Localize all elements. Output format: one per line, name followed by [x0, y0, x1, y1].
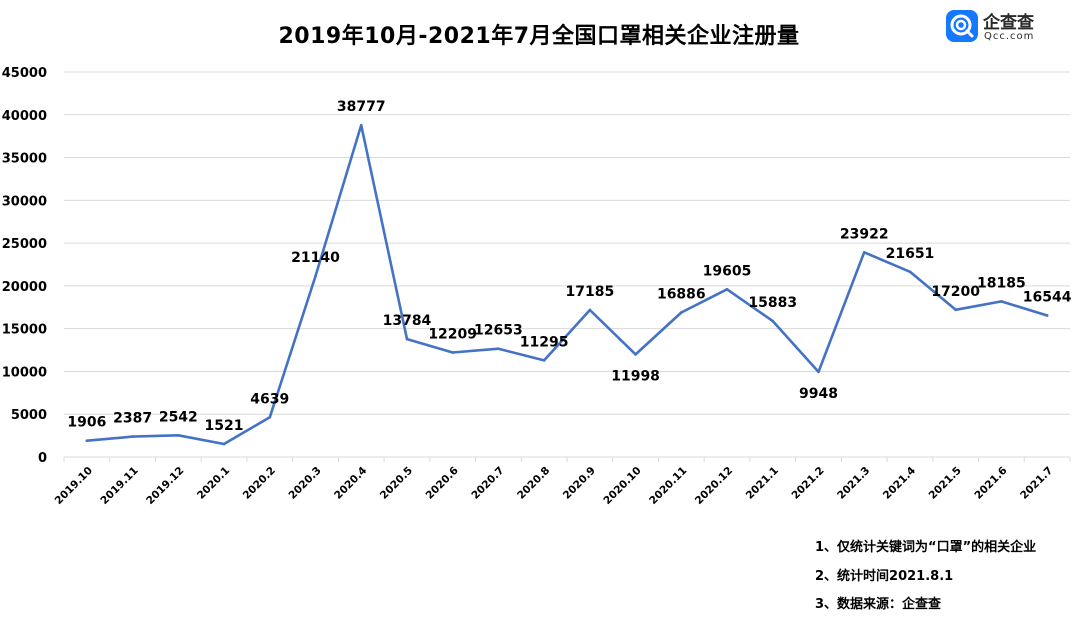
- brand-name: 企查查: [983, 13, 1034, 33]
- x-tick-label: 2020.12: [693, 465, 735, 507]
- data-label: 38777: [337, 99, 386, 115]
- data-label: 21651: [886, 246, 935, 262]
- data-point: [451, 351, 454, 354]
- x-tick-label: 2021.3: [835, 465, 872, 502]
- line-chart: 0 5000 10000 15000 20000 25000 30000 35000 40000…: [2, 66, 1072, 507]
- series-line: [85, 123, 1049, 446]
- y-tick-label: 5000: [11, 408, 47, 423]
- data-label: 16544: [1023, 289, 1072, 305]
- x-tick-label: 2021.4: [881, 465, 918, 502]
- data-point: [268, 416, 272, 419]
- y-tick-label: 15000: [2, 323, 47, 338]
- x-tick-label: 2020.4: [332, 465, 369, 502]
- x-tick-label: 2019.12: [144, 465, 186, 507]
- x-tick-label: 2021.5: [927, 465, 964, 502]
- data-label: 17185: [566, 284, 615, 300]
- data-label: 13784: [383, 313, 432, 329]
- data-label: 16886: [657, 287, 706, 303]
- data-point: [725, 287, 729, 291]
- data-point: [862, 251, 866, 254]
- brand-logo: 企查查 Qcc.com: [946, 8, 1058, 48]
- data-point: [954, 308, 957, 312]
- data-label: 2542: [159, 409, 198, 425]
- brand-domain: Qcc.com: [984, 31, 1035, 42]
- data-point: [680, 311, 683, 314]
- grid-lines: [64, 71, 1070, 458]
- data-label: 1906: [67, 415, 106, 431]
- footnotes: 1、仅统计关键词为“口罩”的相关企业 2、统计时间2021.8.1 3、数据来源…: [815, 534, 1036, 620]
- x-tick-label: 2020.10: [601, 465, 643, 507]
- data-labels: 1906 2387 2542 1521 4639 21140 38777 1378412209…: [67, 99, 1071, 434]
- y-tick-label: 20000: [2, 280, 47, 295]
- qcc-logo-icon: [946, 10, 978, 42]
- data-label: 15883: [748, 295, 797, 311]
- data-point: [222, 442, 226, 446]
- data-label: 12653: [474, 323, 523, 339]
- y-tick-label: 45000: [2, 66, 47, 81]
- x-tick-label: 2020.11: [647, 465, 689, 507]
- data-label: 9948: [799, 386, 838, 402]
- x-axis-ticks: 2019.10 2019.11 2019.12 2020.1 2020.2 2020.3 2…: [53, 457, 1071, 507]
- data-point: [1000, 300, 1003, 303]
- y-axis-ticks: 0 5000 10000 15000 20000 25000 30000 35000 40000…: [2, 66, 47, 466]
- x-tick-label: 2020.7: [469, 465, 506, 502]
- data-label: 1521: [205, 418, 244, 434]
- data-point: [405, 337, 409, 341]
- x-tick-label: 2021.7: [1018, 465, 1055, 502]
- data-point: [817, 370, 820, 374]
- data-label: 11295: [520, 334, 569, 350]
- data-point: [85, 439, 89, 442]
- data-label: 19605: [703, 263, 752, 279]
- y-tick-label: 25000: [2, 237, 47, 252]
- y-tick-label: 10000: [2, 365, 47, 380]
- y-tick-label: 0: [38, 451, 47, 466]
- footnote-3: 3、数据来源：企查查: [815, 597, 942, 612]
- x-tick-label: 2020.8: [515, 465, 552, 502]
- data-point: [1045, 314, 1049, 317]
- x-tick-label: 2021.2: [789, 465, 826, 502]
- data-label: 21140: [291, 250, 340, 266]
- y-tick-label: 35000: [2, 152, 47, 167]
- x-tick-label: 2020.3: [286, 465, 323, 502]
- x-tick-label: 2020.6: [424, 465, 461, 502]
- data-point: [771, 319, 775, 323]
- data-label: 11998: [611, 368, 660, 384]
- data-point: [542, 359, 546, 362]
- series-line-path: [85, 123, 1049, 446]
- data-label: 2387: [113, 411, 152, 427]
- y-tick-label: 40000: [2, 109, 47, 124]
- data-label: 17200: [931, 284, 980, 300]
- x-tick-label: 2020.9: [561, 465, 598, 502]
- x-tick-label: 2019.10: [53, 465, 95, 507]
- x-tick-label: 2021.1: [744, 465, 781, 502]
- y-tick-label: 30000: [2, 194, 47, 209]
- chart-title: 2019年10月-2021年7月全国口罩相关企业注册量: [278, 24, 800, 49]
- footnote-2: 2、统计时间2021.8.1: [815, 568, 954, 584]
- data-label: 23922: [840, 226, 889, 242]
- data-point: [634, 353, 637, 356]
- x-tick-label: 2021.6: [972, 465, 1009, 502]
- data-point: [359, 123, 363, 127]
- data-point: [314, 274, 317, 278]
- x-tick-label: 2019.11: [98, 465, 140, 507]
- data-point: [497, 347, 500, 351]
- x-tick-label: 2020.2: [241, 465, 278, 502]
- data-label: 12209: [428, 327, 477, 343]
- x-tick-label: 2020.1: [195, 465, 232, 502]
- data-label: 18185: [977, 275, 1026, 291]
- x-tick-label: 2020.5: [378, 465, 415, 502]
- data-point: [131, 435, 134, 438]
- data-label: 4639: [250, 391, 289, 407]
- data-point: [177, 433, 180, 437]
- footnote-1: 1、仅统计关键词为“口罩”的相关企业: [815, 540, 1037, 555]
- data-point: [588, 308, 592, 312]
- data-point: [908, 270, 912, 274]
